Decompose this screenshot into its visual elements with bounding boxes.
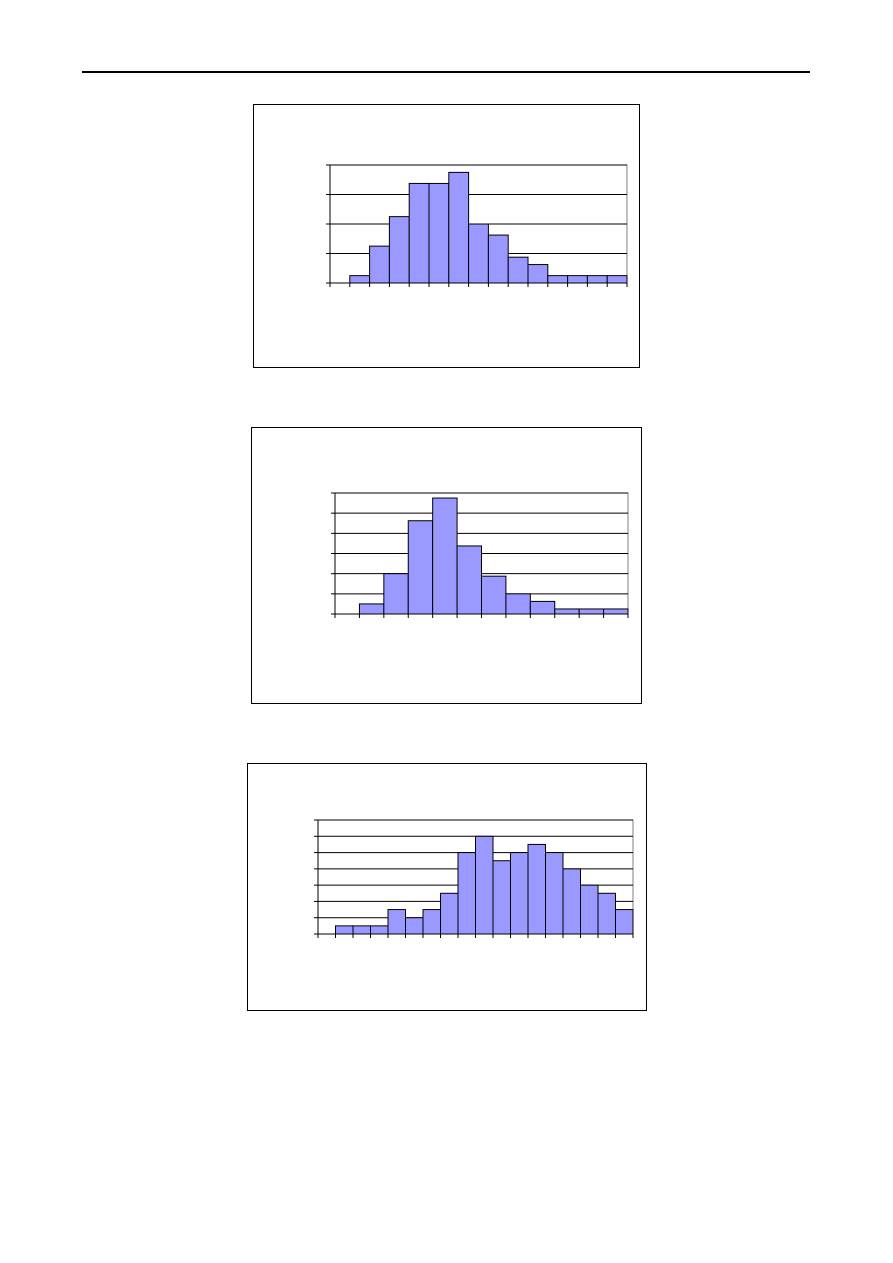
histogram-bar: [387, 909, 406, 935]
histogram-bar: [580, 884, 599, 935]
histogram-bar: [527, 843, 546, 935]
histogram-bar: [428, 182, 450, 284]
histogram-bar: [383, 573, 409, 615]
histogram-bar: [408, 182, 430, 284]
histogram-bar: [481, 575, 507, 615]
histogram-bar: [554, 608, 580, 615]
histogram-bar: [349, 275, 371, 284]
histogram-bar: [369, 245, 390, 284]
histogram-bar: [352, 925, 371, 935]
histogram-bar: [405, 917, 424, 935]
histogram-bar: [597, 892, 616, 935]
histogram-bar: [606, 275, 628, 284]
histogram-bar: [586, 275, 608, 284]
histogram-bar: [388, 216, 410, 284]
histogram-bar: [468, 223, 489, 284]
histogram-bar: [507, 256, 529, 284]
histogram-bar: [492, 860, 511, 935]
histogram-bar: [475, 835, 494, 935]
histogram-bar: [358, 603, 385, 615]
histogram-bar: [370, 925, 389, 935]
histogram-bar: [456, 545, 483, 615]
histogram-bar: [457, 852, 476, 935]
histogram-bar: [562, 868, 581, 935]
histogram-bar: [545, 852, 564, 935]
histogram-bar: [487, 234, 509, 284]
histogram-bar: [407, 520, 434, 615]
histogram-bar: [547, 275, 569, 284]
histogram-bar: [615, 909, 634, 935]
histogram-bar: [603, 608, 629, 615]
histogram-bar: [432, 497, 458, 615]
histogram-bar: [448, 171, 470, 284]
histogram-bar: [529, 600, 556, 615]
histogram-bar: [335, 925, 354, 935]
histogram-bar: [505, 593, 531, 615]
histogram-bar: [510, 852, 529, 935]
histogram-bar: [440, 892, 459, 935]
histogram-bar: [578, 608, 605, 615]
histogram-bar: [422, 909, 441, 935]
histogram-bar: [567, 275, 588, 284]
histogram-bar: [527, 264, 549, 284]
